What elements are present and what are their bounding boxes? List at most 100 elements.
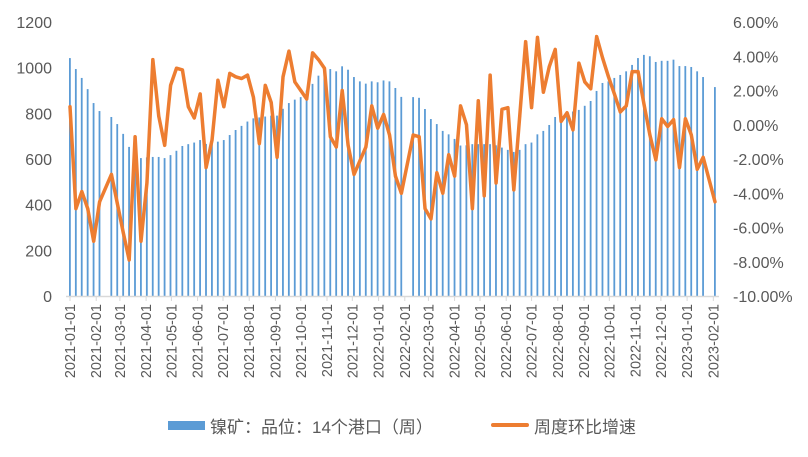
bar [625,71,628,296]
legend-item-bars[interactable]: 镍矿：品位：14个港口（周） [168,412,433,438]
line-point [553,47,557,51]
left-axis-tick-label: 0 [43,289,52,306]
line-point [346,143,350,147]
bar [69,58,71,296]
bar [187,144,190,296]
line-point [334,145,338,149]
line-point [701,155,705,159]
line-point [470,207,474,211]
line-point [204,166,208,170]
bar [678,66,681,296]
line-point [186,105,190,109]
bar [613,77,616,296]
line-point [506,106,510,110]
line-point [287,49,291,53]
bar [518,149,521,296]
line-point [689,133,693,137]
line-point [488,73,492,77]
line-point [429,217,433,221]
left-axis-tick-label: 1200 [16,15,52,32]
line-point [328,135,332,139]
line-point [139,239,143,243]
line-point [151,58,155,62]
x-axis-tick-label: 2022-11-01 [629,304,645,377]
right-axis-tick-label: -4.00% [733,186,784,203]
bar [495,145,497,296]
line-point [311,51,315,55]
line-point [547,65,551,69]
line-point [157,114,161,118]
bar [335,71,338,296]
legend-item-line[interactable]: 周度环比增速 [491,412,636,438]
line-point [246,73,250,77]
bar [477,144,480,296]
line-point [163,143,167,147]
line-point [86,207,90,211]
line-point [518,114,522,118]
bar [122,133,125,296]
x-axis-tick-label: 2023-02-01 [706,304,722,378]
x-axis-tick-label: 2022-05-01 [473,304,489,378]
line-point [109,172,113,176]
bar [412,97,415,297]
line-point [240,77,244,81]
bar [654,61,657,297]
x-axis-ticks: 2021-01-01 2021-02-01 2021-03-01 2021-04-01… [63,296,722,378]
bar [489,144,491,296]
bar [394,87,397,297]
bar [631,64,633,297]
bar [524,144,527,296]
right-axis-tick-label: -2.00% [733,152,784,169]
bar [276,115,278,297]
line-point [678,166,681,170]
x-axis-tick-label: 2022-09-01 [577,304,593,378]
line-point [642,102,646,106]
bar [376,82,379,296]
bar [181,145,184,296]
line-point [133,135,137,139]
line-point [500,107,504,111]
left-axis-ticks: 0 200 400 600 800 1000 1200 [16,15,52,306]
bar [246,121,249,296]
line-point [275,155,279,159]
x-axis-tick-label: 2021-05-01 [164,304,180,378]
line-point [512,188,516,192]
line-point [482,194,486,198]
bar [282,108,284,297]
legend-label-bars: 镍矿：品位：14个港口（周） [210,417,433,437]
line-point [423,207,427,211]
bar-series [69,54,716,297]
bar [323,72,326,296]
line-point [636,70,640,74]
line-point [666,124,670,128]
bar [554,116,557,297]
legend-line-swatch [491,423,529,427]
bar [595,90,598,297]
line-path [68,34,717,262]
bar [80,77,83,296]
x-axis-tick-label: 2021-07-01 [216,304,232,378]
line-point [210,138,214,142]
line-point [535,35,539,39]
bar [571,111,574,296]
bar [648,56,651,296]
line-series [68,34,717,262]
bar [211,143,213,296]
bar [110,116,113,297]
x-axis-tick-label: 2021-10-01 [294,304,310,378]
bar [358,81,361,297]
x-axis-tick-label: 2023-01-01 [680,304,696,378]
x-axis-tick-label: 2021-02-01 [89,304,105,378]
line-point [583,80,587,84]
line-point [630,70,634,74]
bar [418,97,420,296]
line-point [222,105,226,109]
line-point [293,80,297,84]
line-point [352,172,356,176]
bar [441,130,444,296]
line-point [559,119,563,123]
line-point [263,83,267,87]
line-point [476,99,480,103]
bar [714,87,716,296]
